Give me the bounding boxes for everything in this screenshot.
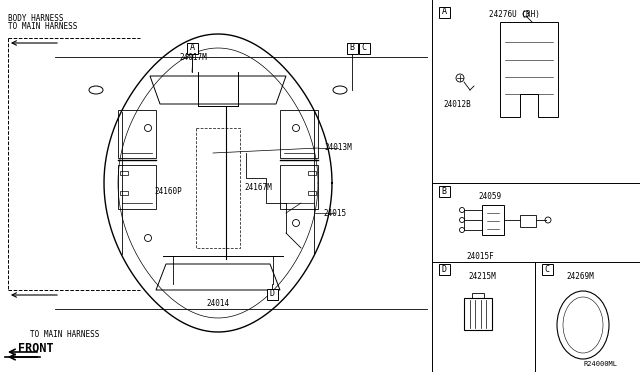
- Text: 24013M: 24013M: [324, 144, 352, 153]
- Bar: [280, 165, 318, 209]
- Text: 24014: 24014: [207, 298, 230, 308]
- Text: C: C: [545, 264, 550, 273]
- Text: FRONT: FRONT: [18, 342, 54, 355]
- Bar: [120, 191, 128, 195]
- Text: 24012B: 24012B: [443, 100, 471, 109]
- Text: 24015F: 24015F: [466, 252, 494, 261]
- Bar: [472, 293, 484, 298]
- Text: BODY HARNESS: BODY HARNESS: [8, 14, 63, 23]
- Bar: [118, 165, 156, 209]
- Bar: [482, 205, 504, 235]
- Text: A: A: [189, 44, 195, 52]
- Text: 24059: 24059: [479, 192, 502, 201]
- Text: D: D: [269, 289, 275, 298]
- Text: A: A: [442, 7, 447, 16]
- Text: R24000ML: R24000ML: [583, 361, 617, 367]
- Bar: [196, 128, 240, 248]
- Text: TO MAIN HARNESS: TO MAIN HARNESS: [30, 330, 99, 339]
- Bar: [464, 298, 492, 330]
- Bar: [358, 42, 369, 54]
- Bar: [520, 215, 536, 227]
- Bar: [308, 171, 316, 175]
- Bar: [118, 110, 156, 158]
- Bar: [438, 186, 449, 196]
- Text: 24015: 24015: [323, 208, 347, 218]
- Bar: [541, 263, 552, 275]
- Bar: [438, 6, 449, 17]
- Text: 24276U (RH): 24276U (RH): [488, 10, 540, 19]
- Bar: [308, 191, 316, 195]
- Bar: [280, 110, 318, 158]
- Text: B: B: [349, 44, 355, 52]
- Text: D: D: [442, 264, 447, 273]
- Text: 24269M: 24269M: [566, 272, 594, 281]
- Bar: [186, 42, 198, 54]
- Text: C: C: [362, 44, 367, 52]
- Text: B: B: [442, 186, 447, 196]
- Text: TO MAIN HARNESS: TO MAIN HARNESS: [8, 22, 77, 31]
- Text: 24167M: 24167M: [244, 183, 272, 192]
- Bar: [346, 42, 358, 54]
- Text: 24160P: 24160P: [154, 187, 182, 196]
- Text: 24215M: 24215M: [468, 272, 496, 281]
- Bar: [120, 171, 128, 175]
- Text: 24017M: 24017M: [179, 54, 207, 62]
- Bar: [266, 289, 278, 299]
- Bar: [438, 263, 449, 275]
